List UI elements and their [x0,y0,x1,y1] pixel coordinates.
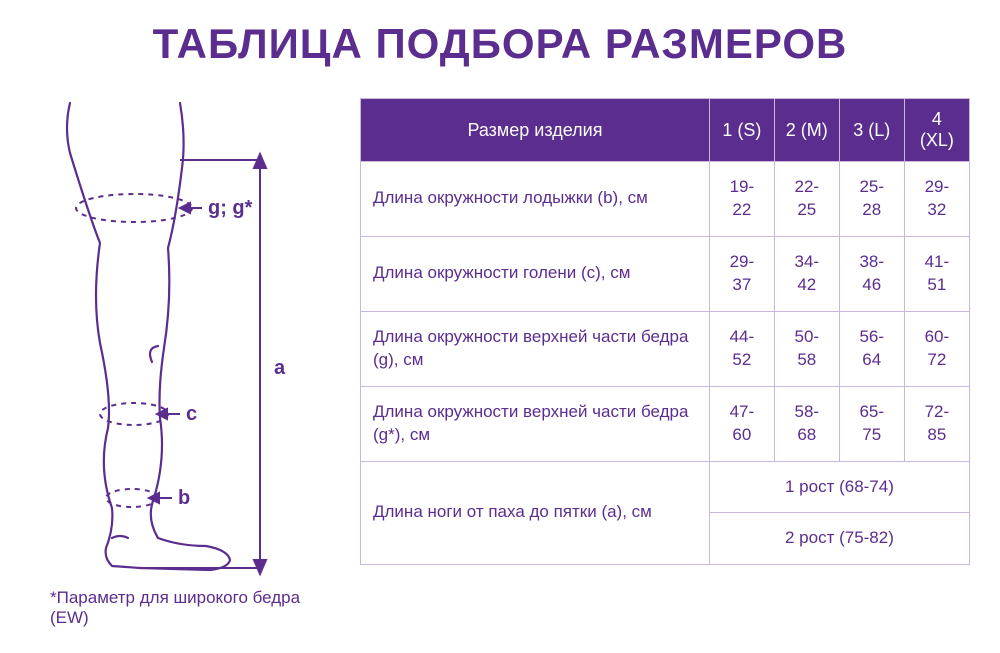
content-row: g; g* c b a *Параметр для широкого бедра… [30,98,970,628]
diagram-label-g: g; g* [208,197,253,219]
cell: 19-22 [709,162,774,237]
row-label: Длина окружности верхней части бедра (g)… [361,311,710,386]
size-table: Размер изделия 1 (S) 2 (M) 3 (L) 4 (XL) … [360,98,970,565]
diagram-label-c: c [186,403,197,425]
cell: 72-85 [904,386,969,461]
leg-diagram-svg: g; g* c b a [30,98,330,578]
diagram-label-b: b [178,487,190,509]
header-size-2: 2 (M) [774,99,839,162]
merged-value-1: 1 рост (68-74) [709,461,969,513]
size-chart-container: ТАБЛИЦА ПОДБОРА РАЗМЕРОВ [0,0,1000,653]
header-size-3: 3 (L) [839,99,904,162]
cell: 29-32 [904,162,969,237]
leg-diagram-column: g; g* c b a *Параметр для широкого бедра… [30,98,330,628]
page-title: ТАБЛИЦА ПОДБОРА РАЗМЕРОВ [30,20,970,68]
cell: 41-51 [904,236,969,311]
cell: 38-46 [839,236,904,311]
cell: 56-64 [839,311,904,386]
cell: 22-25 [774,162,839,237]
merged-value-2: 2 рост (75-82) [709,513,969,565]
table-row: Длина окружности верхней части бедра (g)… [361,311,970,386]
footnote-text: *Параметр для широкого бедра (EW) [30,588,330,628]
table-row: Длина окружности голени (c), см 29-37 34… [361,236,970,311]
table-row-merged: Длина ноги от паха до пятки (а), см 1 ро… [361,461,970,513]
cell: 60-72 [904,311,969,386]
table-row: Длина окружности лодыжки (b), см 19-22 2… [361,162,970,237]
row-label: Длина окружности верхней части бедра (g*… [361,386,710,461]
diagram-label-a: a [274,357,286,379]
size-table-wrap: Размер изделия 1 (S) 2 (M) 3 (L) 4 (XL) … [360,98,970,565]
header-product-size: Размер изделия [361,99,710,162]
cell: 44-52 [709,311,774,386]
header-size-4: 4 (XL) [904,99,969,162]
cell: 29-37 [709,236,774,311]
row-label: Длина окружности голени (c), см [361,236,710,311]
cell: 65-75 [839,386,904,461]
merged-label: Длина ноги от паха до пятки (а), см [361,461,710,565]
cell: 47-60 [709,386,774,461]
cell: 50-58 [774,311,839,386]
table-row: Длина окружности верхней части бедра (g*… [361,386,970,461]
header-size-1: 1 (S) [709,99,774,162]
table-header-row: Размер изделия 1 (S) 2 (M) 3 (L) 4 (XL) [361,99,970,162]
cell: 25-28 [839,162,904,237]
cell: 34-42 [774,236,839,311]
row-label: Длина окружности лодыжки (b), см [361,162,710,237]
cell: 58-68 [774,386,839,461]
